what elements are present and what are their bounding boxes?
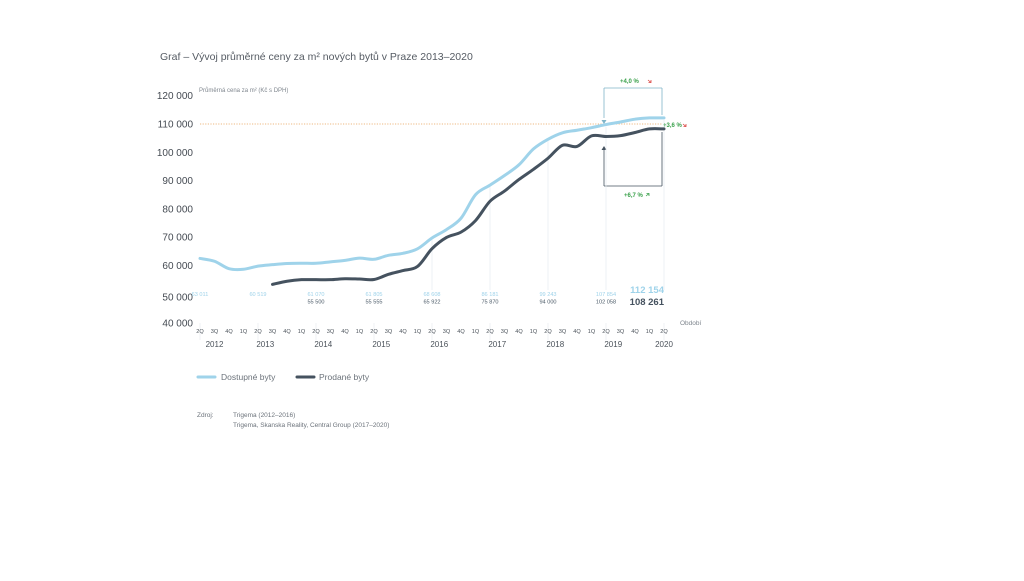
- legend-label-dostupne-byty: Dostupné byty: [221, 372, 276, 382]
- x-tick-label: 4Q: [631, 329, 639, 335]
- arrow-up-icon: [645, 193, 650, 197]
- comparison-bracket: [601, 87, 663, 187]
- y-tick-label: 100 000: [157, 148, 194, 159]
- end-label-prodane-byty: 108 261: [630, 297, 665, 308]
- data-label-prodane-byty: 55 555: [365, 300, 382, 306]
- year-label: 2018: [546, 340, 564, 349]
- year-label: 2017: [488, 340, 506, 349]
- x-axis: 2Q 3Q 4Q 1Q 2Q 3Q 4Q 1Q 2Q 3Q 4Q 1Q 2Q 3Q 4Q 1Q 2Q 3Q 4Q 1Q…: [196, 329, 673, 349]
- x-tick-label: 4Q: [515, 329, 523, 335]
- x-tick-label: 1Q: [356, 329, 364, 335]
- data-label-dostupne-byty: 86 181: [481, 292, 498, 298]
- x-tick-label: 1Q: [530, 329, 538, 335]
- arrow-down-icon: [647, 79, 652, 83]
- end-label-dostupne-byty: 112 154: [630, 285, 665, 296]
- x-tick-label: 2Q: [254, 329, 262, 335]
- x-tick-label: 2Q: [660, 329, 668, 335]
- data-label-dostupne-byty: 61 805: [365, 292, 382, 298]
- y-tick-label: 50 000: [162, 293, 193, 304]
- y-tick-label: 90 000: [162, 176, 193, 187]
- x-tick-label: 2Q: [312, 329, 320, 335]
- x-tick-label: 2Q: [486, 329, 494, 335]
- data-label-prodane-byty: 55 500: [307, 300, 324, 306]
- y-tick-label: 80 000: [162, 204, 193, 215]
- x-tick-label: 2Q: [370, 329, 378, 335]
- x-tick-label: 4Q: [457, 329, 465, 335]
- series-line-prodane-byty: [271, 127, 666, 286]
- chart-title: Graf – Vývoj průměrné ceny za m² nových …: [160, 51, 473, 63]
- x-tick-label: 2Q: [602, 329, 610, 335]
- annotation-bottom-change: +6,7 %: [624, 193, 644, 199]
- legend: Dostupné byty Prodané byty: [196, 372, 370, 382]
- y-axis-unit-label: Průměrná cena za m² (Kč s DPH): [199, 87, 288, 94]
- legend-label-prodane-byty: Prodané byty: [319, 372, 370, 382]
- arrow-down-icon: [682, 123, 687, 127]
- x-tick-label: 2Q: [428, 329, 436, 335]
- x-tick-label: 3Q: [327, 329, 335, 335]
- data-label-dostupne-byty: 107 854: [596, 292, 616, 298]
- x-tick-label: 2Q: [544, 329, 552, 335]
- data-label-dostupne-byty: 63 011: [192, 292, 209, 298]
- data-label-dostupne-byty: 68 608: [423, 292, 440, 298]
- x-tick-label: 3Q: [501, 329, 509, 335]
- x-tick-label: 4Q: [399, 329, 407, 335]
- year-label: 2020: [655, 340, 673, 349]
- series-line-dostupne-byty: [198, 116, 666, 272]
- x-tick-label: 1Q: [298, 329, 306, 335]
- y-axis: 40 000 50 000 60 000 70 000 80 000 90 000 100 …: [157, 91, 194, 329]
- x-tick-label: 3Q: [385, 329, 393, 335]
- data-label-prodane-byty: 102 058: [596, 300, 616, 306]
- y-tick-label: 110 000: [158, 120, 194, 131]
- source-line-1: Trigema (2012–2016): [233, 412, 295, 419]
- y-tick-label: 120 000: [157, 91, 194, 102]
- x-tick-label: 4Q: [341, 329, 349, 335]
- grid-lines: [199, 323, 665, 340]
- x-tick-label: 4Q: [283, 329, 291, 335]
- x-tick-label: 3Q: [559, 329, 567, 335]
- data-label-prodane-byty: 75 870: [481, 300, 498, 306]
- y-tick-label: 40 000: [162, 319, 193, 330]
- x-tick-label: 4Q: [225, 329, 233, 335]
- x-axis-label: Období: [680, 320, 702, 327]
- y-tick-label: 60 000: [162, 261, 193, 272]
- year-label: 2015: [372, 340, 390, 349]
- source-label: Zdroj:: [197, 412, 214, 419]
- data-label-prodane-byty: 94 000: [539, 300, 556, 306]
- bracket-top-arrow: [601, 120, 607, 124]
- x-tick-label: 1Q: [414, 329, 422, 335]
- x-tick-label: 3Q: [617, 329, 625, 335]
- data-label-prodane-byty: 65 922: [423, 300, 440, 306]
- annotation-top-change: +4,0 %: [620, 79, 640, 85]
- data-label-dostupne-byty: 61 070: [307, 292, 324, 298]
- drop-lines: [431, 119, 665, 290]
- year-label: 2014: [314, 340, 332, 349]
- y-tick-label: 70 000: [162, 233, 193, 244]
- x-tick-label: 2Q: [196, 329, 204, 335]
- year-label: 2016: [430, 340, 448, 349]
- x-tick-label: 1Q: [646, 329, 654, 335]
- x-tick-label: 3Q: [269, 329, 277, 335]
- source-line-2: Trigema, Skanska Reality, Central Group …: [233, 422, 389, 429]
- x-tick-label: 1Q: [240, 329, 248, 335]
- x-tick-label: 1Q: [472, 329, 480, 335]
- year-label: 2013: [256, 340, 274, 349]
- source-note: Zdroj: Trigema (2012–2016) Trigema, Skan…: [197, 412, 389, 429]
- data-labels: 63 011 60 519 61 070 61 805 68 608 86 181 99 2…: [192, 292, 616, 306]
- x-tick-label: 4Q: [573, 329, 581, 335]
- x-tick-label: 1Q: [588, 329, 596, 335]
- x-tick-label: 3Q: [443, 329, 451, 335]
- annotation-right-change: +3,6 %: [663, 123, 683, 129]
- year-label: 2012: [206, 340, 224, 349]
- x-tick-label: 3Q: [211, 329, 219, 335]
- data-label-dostupne-byty: 99 243: [539, 292, 556, 298]
- data-label-dostupne-byty: 60 519: [249, 292, 266, 298]
- bracket-bottom-arrow: [601, 146, 607, 150]
- year-label: 2019: [604, 340, 622, 349]
